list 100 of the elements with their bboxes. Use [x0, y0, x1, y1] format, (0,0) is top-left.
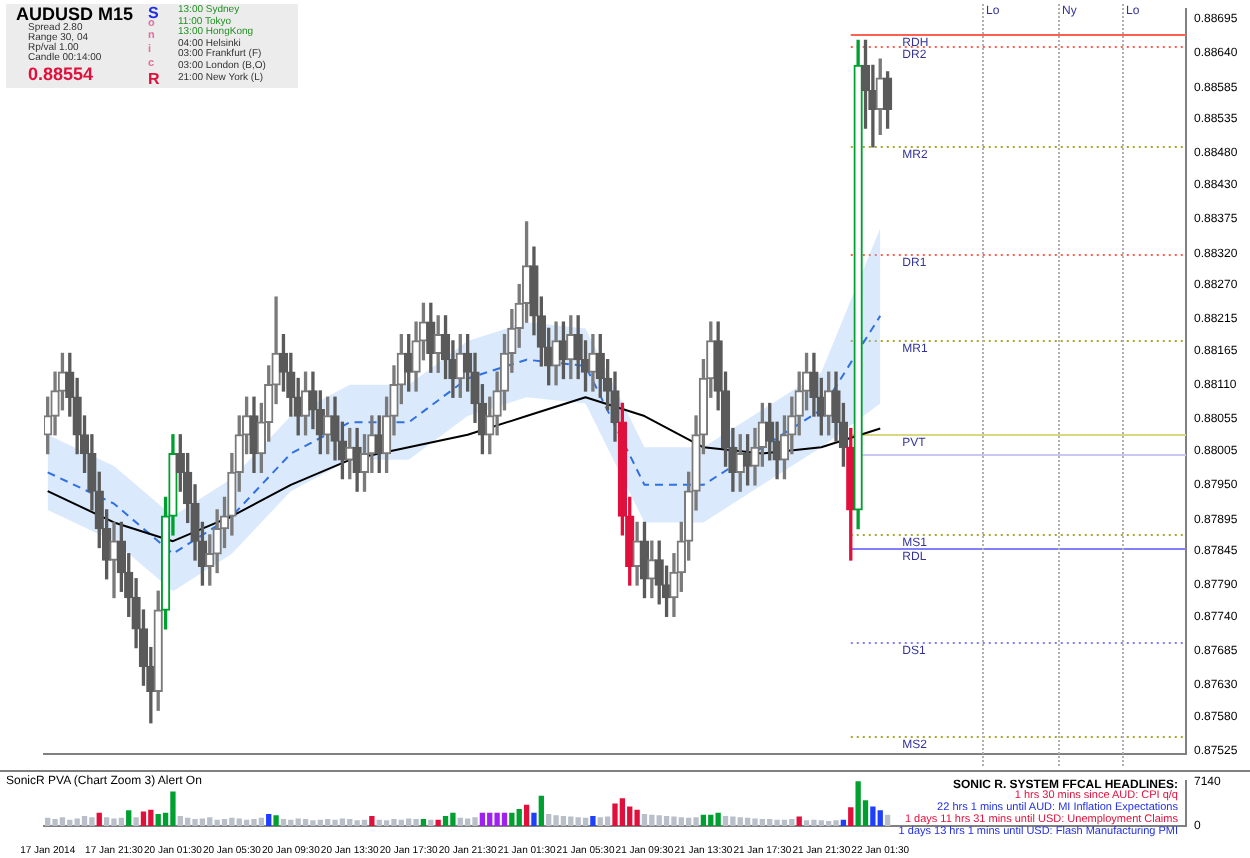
bar	[597, 817, 603, 826]
bar	[590, 815, 596, 826]
bar	[295, 818, 301, 826]
bar	[369, 815, 375, 826]
bar	[877, 810, 883, 826]
bar	[177, 815, 183, 826]
bar	[96, 812, 102, 826]
bar	[627, 806, 633, 826]
bar	[663, 815, 670, 826]
bar	[509, 812, 515, 826]
bar	[221, 819, 228, 826]
bar	[634, 809, 640, 826]
bar	[884, 814, 891, 826]
bar	[538, 795, 544, 826]
bar	[612, 803, 618, 826]
bar	[774, 819, 780, 826]
bar	[133, 817, 139, 826]
bar	[192, 819, 198, 826]
bar	[803, 820, 810, 826]
bar	[103, 817, 110, 826]
bar	[413, 819, 419, 826]
bar	[649, 814, 655, 826]
bar	[833, 820, 839, 826]
bar	[81, 815, 88, 826]
bar	[273, 815, 279, 826]
bar	[744, 817, 751, 826]
bar	[708, 814, 714, 826]
bar	[406, 818, 412, 826]
bar	[686, 817, 692, 826]
bar	[332, 819, 338, 826]
bar	[700, 814, 707, 826]
bar	[752, 818, 758, 826]
bar	[796, 816, 802, 826]
bar	[45, 817, 51, 826]
bar	[730, 816, 736, 826]
bar	[155, 814, 161, 826]
bar	[236, 818, 242, 826]
bar	[126, 810, 132, 826]
bar	[457, 817, 463, 826]
bar	[258, 817, 265, 826]
bar	[546, 814, 552, 826]
bar	[619, 798, 626, 826]
bar	[715, 812, 721, 826]
bar	[693, 817, 699, 826]
bar	[442, 815, 449, 826]
bar	[140, 811, 147, 826]
bar	[420, 819, 427, 826]
bar	[582, 817, 589, 826]
bar	[494, 812, 500, 826]
bar	[229, 817, 235, 826]
bar	[560, 815, 567, 826]
bar	[678, 817, 684, 826]
bar	[656, 815, 662, 826]
bar	[148, 809, 154, 826]
bar	[302, 819, 309, 826]
chart-title: AUDUSD M15	[16, 4, 134, 24]
bar	[553, 815, 559, 826]
bar	[501, 812, 508, 826]
bar	[251, 819, 257, 826]
bar	[170, 791, 176, 826]
bar	[575, 817, 581, 826]
bar	[568, 816, 574, 826]
bar	[339, 818, 346, 826]
bar	[464, 818, 471, 826]
bar	[199, 818, 206, 826]
bar	[722, 815, 729, 826]
bar	[671, 816, 677, 826]
bar	[855, 781, 861, 826]
bar	[89, 817, 95, 826]
bar	[310, 820, 316, 826]
bar	[516, 809, 522, 826]
bar	[347, 819, 353, 826]
bar	[848, 807, 854, 826]
bar	[354, 820, 360, 826]
bar	[74, 818, 80, 826]
bar	[818, 820, 824, 826]
bar	[737, 817, 743, 826]
bar	[207, 817, 213, 826]
bar	[759, 819, 766, 826]
bar	[487, 812, 493, 826]
bar	[531, 812, 537, 826]
bar	[811, 819, 817, 826]
bar	[826, 820, 832, 826]
bar	[479, 812, 486, 826]
bar	[472, 817, 478, 826]
bar	[789, 819, 795, 826]
bar	[523, 804, 530, 826]
bar	[604, 816, 611, 826]
bar	[383, 820, 390, 826]
bar	[391, 819, 397, 826]
bar	[52, 819, 58, 826]
bar	[59, 817, 66, 826]
bar	[185, 817, 191, 826]
annotation: 0.88554	[28, 64, 94, 84]
bar	[266, 814, 272, 826]
bar	[870, 806, 876, 826]
bar	[325, 819, 331, 826]
bar	[118, 817, 125, 826]
bar	[641, 814, 648, 826]
bar	[767, 819, 773, 826]
